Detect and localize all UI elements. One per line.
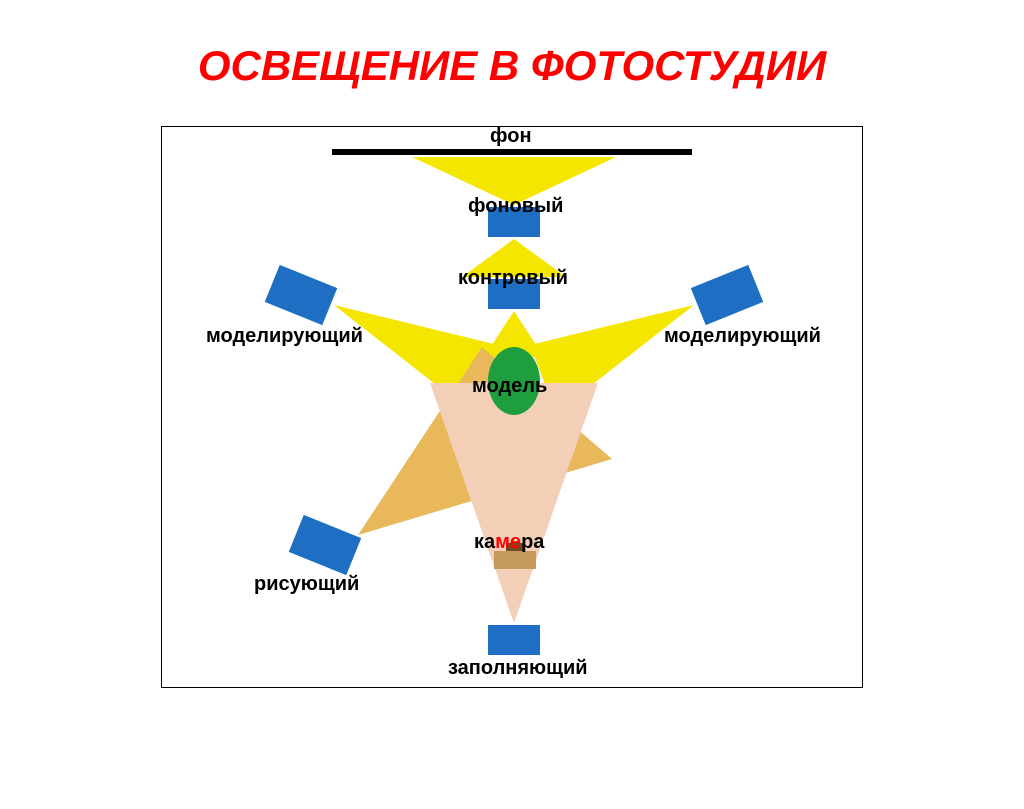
backdrop-label: фон <box>490 125 532 148</box>
label-contour: контровый <box>458 267 568 290</box>
label-fill: заполняющий <box>448 657 588 680</box>
label-background: фоновый <box>468 195 563 218</box>
lighting-diagram: фон фоновый контровый моделирующий модел… <box>161 126 863 688</box>
label-modeling-right: моделирующий <box>664 325 821 348</box>
label-key: рисующий <box>254 573 359 596</box>
camera-label: камера <box>474 531 544 554</box>
page-title: ОСВЕЩЕНИЕ В ФОТОСТУДИИ <box>0 42 1024 90</box>
light-fill <box>488 625 540 655</box>
backdrop-line <box>332 149 692 155</box>
label-modeling-left: моделирующий <box>206 325 363 348</box>
model-label: модель <box>472 375 547 398</box>
